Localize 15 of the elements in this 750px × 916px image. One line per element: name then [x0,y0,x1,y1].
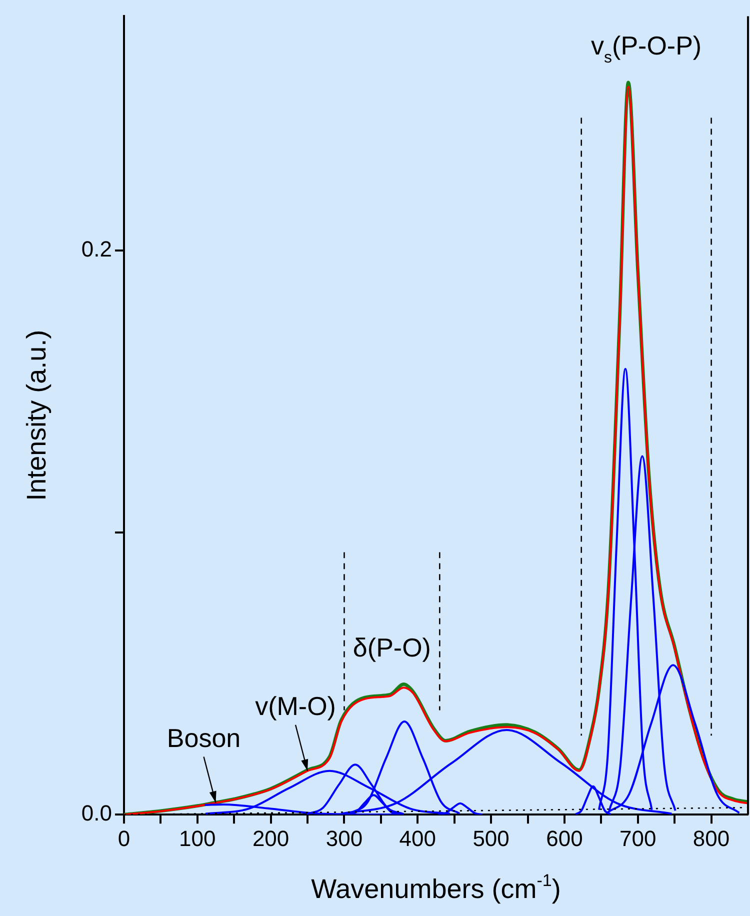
annotation: δ(P-O) [352,632,431,662]
x-tick-label: 800 [692,826,730,851]
x-tick-label: 400 [399,826,436,851]
annotation: Boson [166,722,241,753]
x-tick-label: 200 [252,826,290,851]
annotation: v(M-O) [255,690,336,721]
y-tick-label: 0.2 [81,236,112,262]
y-tick-label: 0.0 [81,800,112,826]
x-tick-label: 700 [620,826,656,851]
x-tick-label: 300 [326,826,363,851]
y-axis-title: Intensity (a.u.) [22,330,52,501]
x-tick-label: 600 [546,826,583,851]
x-tick-label: 0 [118,826,130,851]
x-tick-label: 100 [179,826,216,851]
x-tick-label: 500 [472,826,510,851]
